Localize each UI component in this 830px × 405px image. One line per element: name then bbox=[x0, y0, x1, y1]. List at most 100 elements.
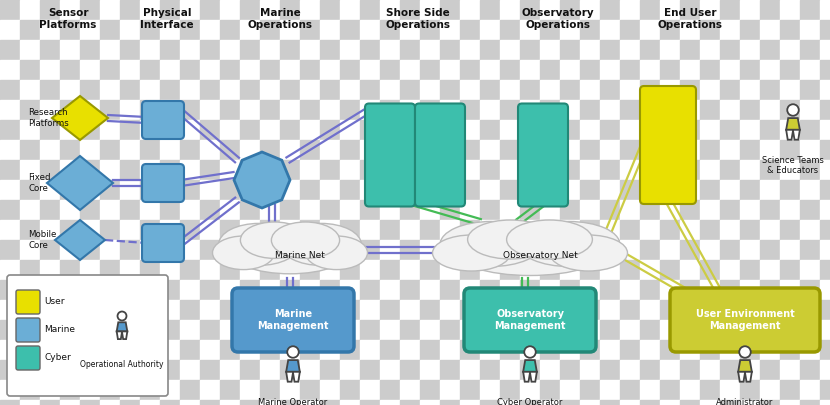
Bar bbox=[780, 160, 800, 180]
Bar bbox=[680, 220, 700, 240]
Bar bbox=[360, 20, 380, 40]
Bar bbox=[540, 80, 560, 100]
Bar bbox=[360, 300, 380, 320]
Circle shape bbox=[118, 311, 126, 320]
Bar bbox=[820, 80, 830, 100]
Bar bbox=[220, 40, 240, 60]
Bar bbox=[760, 180, 780, 200]
Bar bbox=[700, 80, 720, 100]
Bar bbox=[0, 100, 20, 120]
Bar bbox=[400, 200, 420, 220]
Bar bbox=[0, 340, 20, 360]
Text: Marine: Marine bbox=[44, 326, 75, 335]
Bar bbox=[800, 240, 820, 260]
Bar bbox=[60, 380, 80, 400]
Bar bbox=[660, 300, 680, 320]
Bar bbox=[580, 40, 600, 60]
Bar bbox=[680, 80, 700, 100]
Bar bbox=[220, 80, 240, 100]
Bar bbox=[660, 180, 680, 200]
Bar bbox=[420, 280, 440, 300]
Bar bbox=[520, 380, 540, 400]
Bar bbox=[340, 80, 360, 100]
Bar bbox=[220, 100, 240, 120]
Bar bbox=[440, 280, 460, 300]
Bar bbox=[820, 260, 830, 280]
Bar bbox=[720, 280, 740, 300]
Bar bbox=[680, 300, 700, 320]
Bar bbox=[200, 160, 220, 180]
Bar bbox=[800, 60, 820, 80]
Bar bbox=[800, 320, 820, 340]
Bar bbox=[660, 120, 680, 140]
Bar bbox=[480, 280, 500, 300]
Bar bbox=[580, 120, 600, 140]
Bar bbox=[760, 240, 780, 260]
Bar bbox=[820, 180, 830, 200]
Bar bbox=[280, 40, 300, 60]
Bar bbox=[320, 100, 340, 120]
Bar bbox=[0, 60, 20, 80]
Bar bbox=[280, 280, 300, 300]
Bar bbox=[540, 280, 560, 300]
Bar bbox=[220, 180, 240, 200]
Text: Fixed
Core: Fixed Core bbox=[28, 173, 51, 193]
Bar bbox=[580, 220, 600, 240]
Bar bbox=[140, 380, 160, 400]
Bar bbox=[480, 120, 500, 140]
Bar bbox=[560, 360, 580, 380]
Bar bbox=[620, 220, 640, 240]
Bar bbox=[800, 0, 820, 20]
Polygon shape bbox=[786, 130, 800, 140]
Bar bbox=[600, 280, 620, 300]
Bar bbox=[360, 380, 380, 400]
Bar bbox=[460, 220, 480, 240]
Bar bbox=[80, 0, 100, 20]
Bar bbox=[660, 60, 680, 80]
Bar bbox=[340, 360, 360, 380]
Bar bbox=[580, 20, 600, 40]
Bar bbox=[600, 400, 620, 405]
Bar bbox=[280, 140, 300, 160]
Bar bbox=[680, 140, 700, 160]
Bar bbox=[780, 340, 800, 360]
Bar bbox=[320, 180, 340, 200]
Bar bbox=[540, 180, 560, 200]
Bar bbox=[380, 280, 400, 300]
Bar bbox=[40, 400, 60, 405]
Bar bbox=[120, 360, 140, 380]
Bar bbox=[500, 20, 520, 40]
Bar bbox=[120, 160, 140, 180]
Bar bbox=[540, 400, 560, 405]
Bar bbox=[80, 220, 100, 240]
Bar bbox=[60, 400, 80, 405]
Bar bbox=[600, 0, 620, 20]
Bar bbox=[820, 120, 830, 140]
Bar bbox=[700, 160, 720, 180]
Bar bbox=[580, 0, 600, 20]
Bar bbox=[60, 220, 80, 240]
Bar bbox=[340, 260, 360, 280]
Bar bbox=[740, 320, 760, 340]
Bar bbox=[80, 200, 100, 220]
Bar bbox=[320, 0, 340, 20]
Bar bbox=[100, 260, 120, 280]
Bar bbox=[720, 140, 740, 160]
Bar bbox=[80, 380, 100, 400]
Bar bbox=[80, 140, 100, 160]
Bar bbox=[680, 340, 700, 360]
Bar bbox=[400, 180, 420, 200]
Bar bbox=[800, 20, 820, 40]
Bar bbox=[780, 140, 800, 160]
Polygon shape bbox=[786, 118, 800, 130]
Bar bbox=[320, 380, 340, 400]
Bar bbox=[580, 380, 600, 400]
Bar bbox=[600, 220, 620, 240]
Bar bbox=[240, 180, 260, 200]
Bar bbox=[320, 240, 340, 260]
Bar bbox=[280, 320, 300, 340]
Bar bbox=[700, 280, 720, 300]
Bar bbox=[700, 180, 720, 200]
Bar bbox=[160, 240, 180, 260]
Bar bbox=[400, 300, 420, 320]
